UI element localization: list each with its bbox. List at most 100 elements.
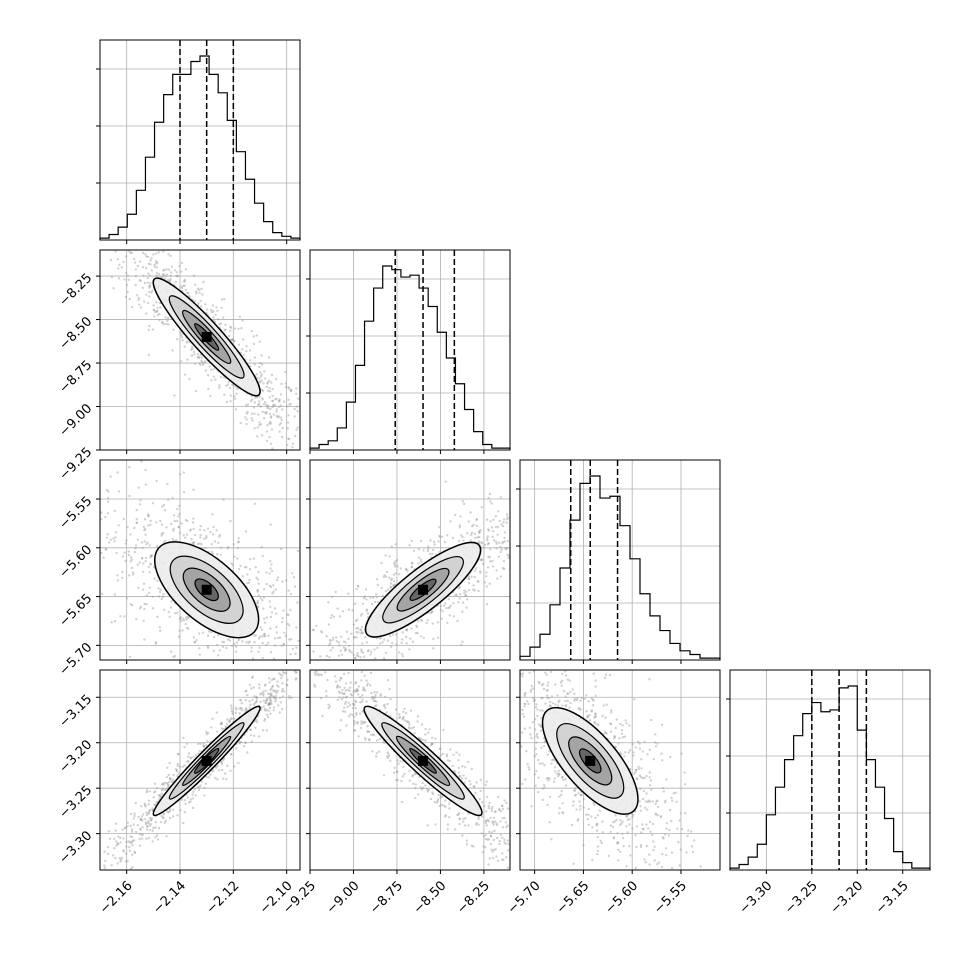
scatter-point [138,561,141,564]
scatter-point [231,383,234,387]
scatter-point [394,560,397,563]
scatter-point [356,618,359,621]
scatter-point [172,527,175,531]
scatter-point [166,278,170,282]
scatter-point [477,815,480,819]
scatter-point [234,711,238,714]
scatter-point [253,363,257,366]
scatter-point [634,771,637,774]
scatter-point [426,788,429,791]
scatter-point [410,539,413,543]
scatter-point [180,798,183,801]
scatter-point [506,807,510,810]
scatter-point [438,747,441,750]
scatter-point [183,345,186,348]
scatter-point [148,829,152,832]
scatter-point [617,859,620,862]
scatter-point [241,575,244,578]
scatter-point [117,524,121,527]
scatter-point [212,368,215,371]
scatter-point [560,679,564,682]
scatter-point [373,648,376,651]
scatter-point [648,784,652,787]
scatter-point [145,293,148,296]
scatter-point [270,569,274,573]
scatter-point [417,620,420,623]
scatter-point [506,539,509,543]
scatter-point [325,654,329,658]
scatter-point [250,650,253,653]
scatter-point [229,753,233,756]
scatter-point [315,624,318,628]
scatter-point [360,679,363,682]
scatter-point [143,804,147,807]
scatter-point [131,866,134,869]
scatter-point [485,603,489,606]
scatter-point [275,408,279,411]
scatter-point [668,808,672,812]
scatter-point [203,537,206,540]
scatter-point [362,720,365,724]
scatter-point [223,393,226,396]
scatter-point [373,699,377,702]
scatter-point [458,540,461,543]
scatter-point [295,646,298,649]
scatter-point [151,607,155,610]
scatter-point [372,696,375,699]
scatter-point [507,842,510,846]
scatter-point [266,424,269,427]
scatter-point [595,723,598,726]
scatter-point [230,562,233,565]
scatter-point [134,274,138,278]
scatter-point [520,745,523,748]
scatter-point [485,824,488,827]
scatter-point [275,625,278,629]
scatter-point [119,841,122,844]
scatter-point [283,631,286,635]
scatter-point [401,718,404,721]
scatter-point [132,823,135,826]
scatter-point [357,631,360,634]
scatter-point [371,750,374,753]
scatter-point [366,650,370,653]
scatter-point [280,644,283,647]
scatter-point [398,713,401,716]
scatter-point [384,706,387,710]
scatter-point [479,778,482,781]
scatter-point [624,751,627,754]
scatter-point [468,779,471,783]
scatter-point [122,517,126,521]
scatter-point [260,635,264,638]
scatter-point [230,709,234,713]
scatter-point [661,786,665,790]
scatter-point [405,642,408,645]
scatter-point [475,781,478,784]
scatter-point [490,848,493,851]
scatter-point [192,636,196,639]
scatter-point [110,275,114,279]
scatter-point [147,565,150,569]
scatter-point [269,694,273,697]
scatter-point [676,827,679,830]
scatter-point [662,837,665,840]
scatter-point [129,251,132,254]
scatter-point [531,687,535,690]
scatter-point [153,782,157,785]
scatter-point [255,602,259,605]
y-tick-label: −3.30 [57,828,96,867]
scatter-point [396,778,399,782]
scatter-point [562,689,566,693]
scatter-point [392,562,396,565]
scatter-point [191,793,194,796]
scatter-point [419,539,423,543]
scatter-point [442,604,446,607]
scatter-point [182,491,186,494]
scatter-point [637,767,640,771]
scatter-point [113,509,117,513]
scatter-point [198,750,201,753]
scatter-point [457,759,460,762]
scatter-point [212,525,215,529]
scatter-point [161,782,165,785]
scatter-point [360,700,364,703]
scatter-point [458,822,461,826]
